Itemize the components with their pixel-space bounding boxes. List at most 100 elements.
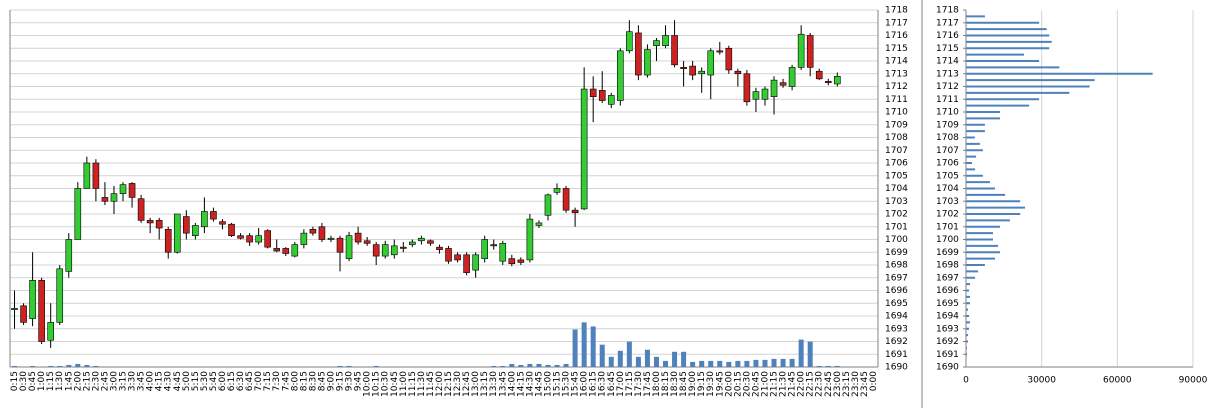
x-tick-label: 20:15	[733, 371, 743, 397]
profile-bar	[966, 225, 1001, 228]
profile-bar	[966, 47, 1050, 50]
y-tick-label: 1710	[936, 108, 959, 118]
x-tick-label: 3:45	[137, 371, 147, 391]
y-tick-label: 1715	[885, 44, 908, 54]
profile-bar	[966, 174, 983, 177]
candle-body	[146, 220, 154, 224]
profile-bar	[966, 321, 971, 324]
profile-bar	[966, 162, 973, 164]
volume-bar	[30, 365, 36, 367]
profile-bar	[966, 40, 1052, 43]
volume-bar	[66, 364, 72, 367]
x-tick-label: 18:00	[652, 371, 662, 397]
y-tick-label: 1718	[885, 6, 908, 16]
candle-body	[228, 223, 235, 236]
candle-body	[372, 244, 380, 257]
x-tick-label: 23:00	[833, 371, 843, 397]
x-tick-label: 14:00	[507, 371, 517, 397]
x-tick-label: 20:00	[724, 371, 734, 397]
candle-body	[617, 50, 624, 101]
y-tick-label: 1704	[936, 184, 959, 194]
y-tick-label: 1701	[885, 222, 908, 232]
candle-body	[155, 220, 163, 229]
x-tick-label: 18:30	[670, 371, 680, 397]
y-tick-label: 1706	[936, 159, 959, 169]
profile-bar	[966, 244, 999, 247]
candle-body	[47, 322, 54, 341]
x-tick-label: 14:30	[525, 371, 535, 397]
candle-body	[526, 218, 534, 261]
profile-bar	[966, 276, 976, 279]
y-tick-label: 1695	[936, 299, 959, 309]
y-tick-label: 1705	[936, 171, 959, 181]
x-tick-label: 10:45	[390, 371, 400, 397]
x-tick-label: 3:15	[119, 371, 129, 391]
volume-bar	[590, 326, 596, 367]
y-tick-label: 1702	[936, 210, 959, 220]
candle-body	[29, 279, 36, 319]
x-tick-label: 15:30	[562, 371, 572, 397]
profile-bar	[966, 187, 996, 190]
x-tick-label: 14:45	[534, 371, 544, 397]
candle-body	[255, 235, 262, 243]
x-tick-label: 21:45	[788, 371, 798, 397]
profile-bar	[966, 295, 971, 298]
candle-body	[770, 79, 778, 98]
volume-bar	[735, 360, 741, 367]
candle-body	[463, 254, 470, 273]
y-tick-label: 1705	[885, 171, 908, 181]
y-tick-label: 1690	[936, 363, 959, 373]
y-tick-label: 1691	[936, 350, 959, 360]
x-tick-label: 22:30	[815, 371, 825, 397]
candle-body	[192, 225, 199, 236]
candle-body	[318, 226, 326, 240]
x-tick-label: 23:15	[842, 371, 852, 397]
volume-bar	[780, 358, 786, 367]
candle-body	[381, 244, 389, 257]
profile-bar	[966, 66, 1060, 69]
x-tick-label: 16:00	[580, 371, 590, 397]
profile-bar	[966, 79, 1095, 82]
candle-body	[246, 235, 253, 243]
candle-body	[490, 244, 498, 247]
candle-body	[300, 232, 308, 245]
x-tick-label: 5:30	[200, 371, 210, 391]
y-tick-label: 1709	[936, 120, 959, 130]
x-tick-label: 23:45	[860, 371, 870, 397]
candle-body	[309, 229, 317, 234]
x-tick-label: 9:30	[345, 371, 355, 391]
candle-body	[472, 254, 479, 271]
candle-body	[752, 91, 760, 100]
volume-bar	[635, 356, 641, 367]
profile-bar	[966, 104, 1030, 107]
candle-body	[92, 162, 100, 189]
candle-body	[716, 50, 724, 53]
candle-body	[183, 216, 190, 234]
candle-body	[409, 241, 416, 245]
candle-body	[499, 243, 507, 262]
x-tick-label: 3:00	[109, 371, 119, 391]
y-tick-label: 1712	[885, 82, 908, 92]
y-tick-label: 1700	[936, 235, 959, 245]
volume-bar	[825, 365, 831, 367]
y-tick-label: 1711	[885, 95, 908, 105]
y-tick-label: 1697	[885, 273, 908, 283]
x-tick-label: 17:30	[634, 371, 644, 397]
candle-body	[707, 50, 715, 76]
volume-bar	[717, 360, 723, 367]
y-tick-label: 1713	[936, 69, 959, 79]
y-tick-label: 1709	[885, 120, 908, 130]
profile-bar	[966, 117, 1001, 120]
candle-body	[400, 246, 407, 249]
profile-bar	[966, 130, 985, 133]
candle-body	[607, 95, 615, 105]
candle-body	[834, 76, 841, 85]
x-tick-label: 21:00	[760, 371, 770, 397]
x-tick-label: 11:45	[426, 371, 436, 397]
y-tick-label: 1714	[936, 57, 959, 67]
x-tick-label: 90000	[1179, 376, 1208, 386]
x-tick-label: 7:15	[263, 371, 273, 391]
profile-bar	[966, 21, 1040, 24]
candle-body	[110, 193, 118, 202]
